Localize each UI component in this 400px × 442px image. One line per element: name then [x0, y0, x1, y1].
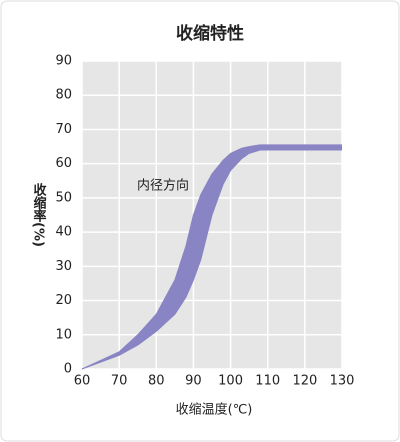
- y-tick-label: 50: [55, 190, 72, 205]
- x-tick-label: 110: [255, 374, 280, 389]
- y-tick-label: 80: [55, 88, 72, 103]
- y-tick-label: 10: [55, 327, 72, 342]
- y-tick-label: 40: [55, 225, 72, 240]
- x-tick-label: 70: [111, 374, 128, 389]
- band-fill: [82, 144, 342, 369]
- x-tick-label: 80: [148, 374, 165, 389]
- x-tick-label: 100: [218, 374, 243, 389]
- x-axis-label: 收缩温度(℃): [176, 402, 253, 418]
- chart-title: 收缩特性: [176, 23, 244, 44]
- x-tick-label: 130: [330, 374, 355, 389]
- x-tick-label: 120: [292, 374, 317, 389]
- x-tick-label: 90: [185, 374, 202, 389]
- y-tick-label: 70: [55, 122, 72, 137]
- y-tick-label: 20: [55, 293, 72, 308]
- y-tick-label: 30: [55, 259, 72, 274]
- y-tick-label: 0: [64, 362, 72, 377]
- y-axis-label: 收缩率(%): [31, 182, 47, 246]
- y-tick-label: 90: [55, 54, 72, 69]
- band-edge: [81, 149, 342, 370]
- band-edge: [81, 144, 342, 370]
- y-tick-label: 60: [55, 156, 72, 171]
- x-tick-label: 60: [74, 374, 91, 389]
- annotation: 内径方向: [137, 178, 189, 194]
